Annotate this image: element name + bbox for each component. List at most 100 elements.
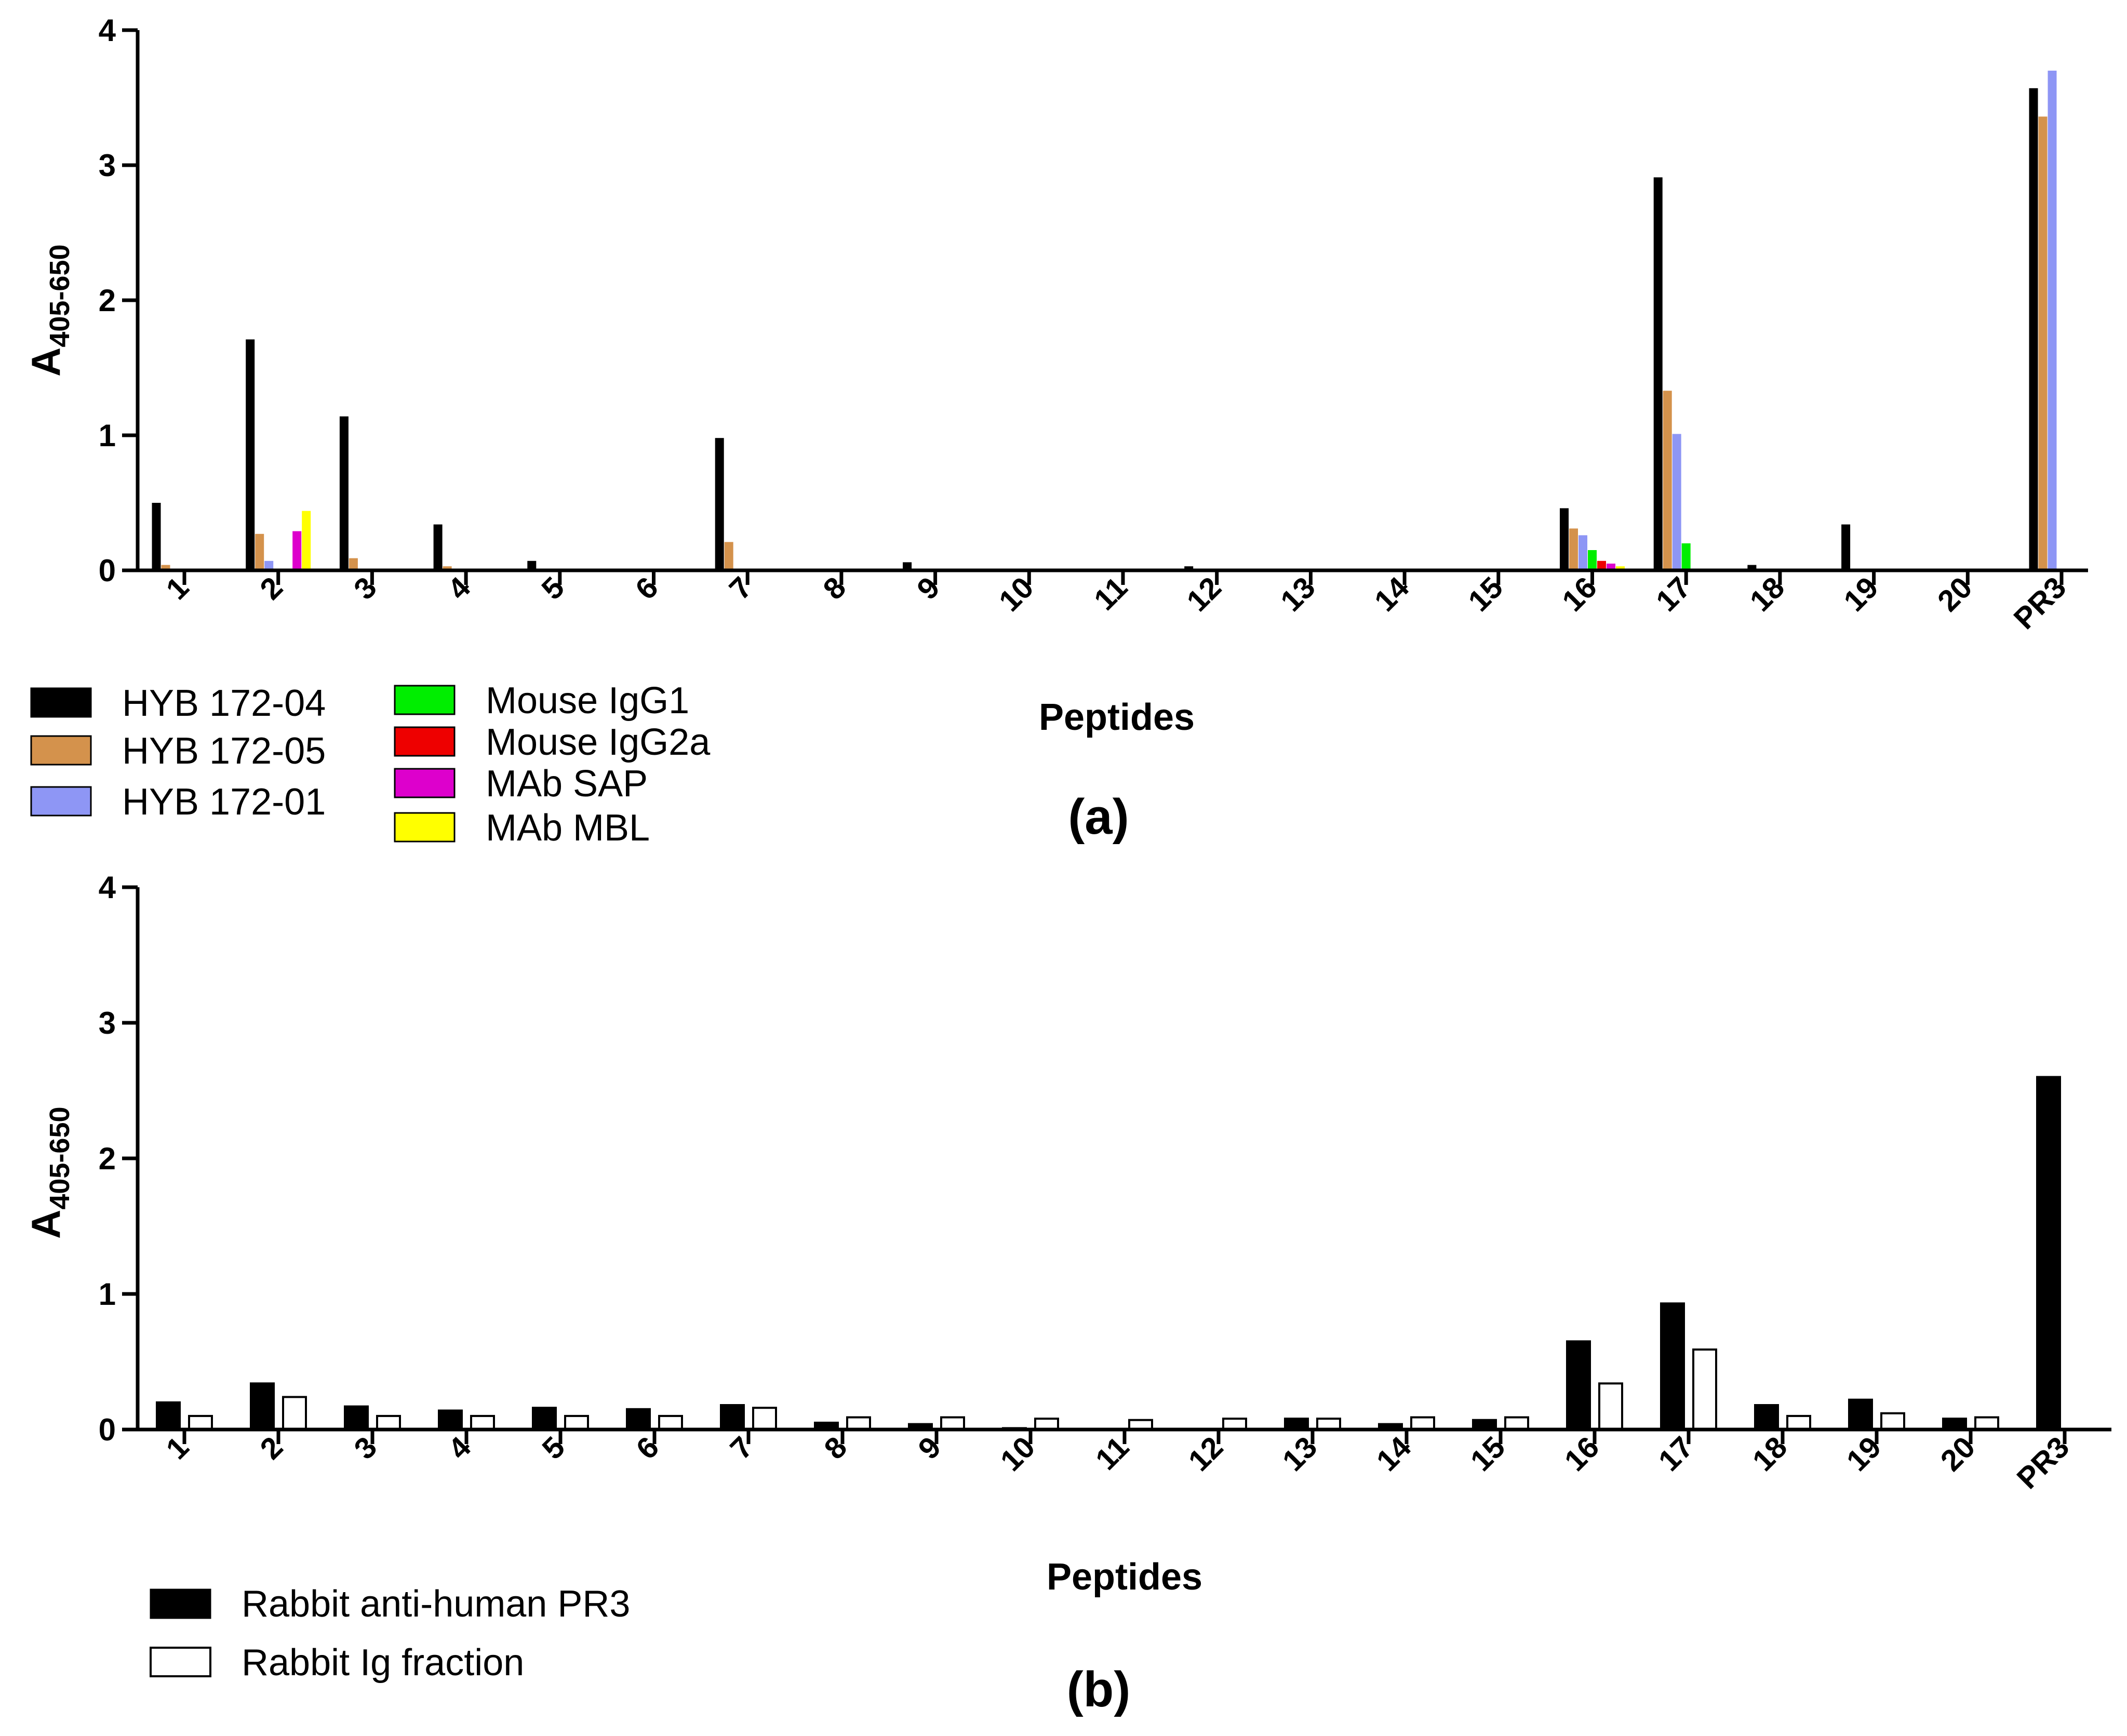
bar-rabbit-anti-human-pr3-18 bbox=[1754, 1404, 1779, 1431]
legend-label-rabbit-ig-fraction: Rabbit Ig fraction bbox=[242, 1642, 524, 1684]
legend-label-mouse-igg1: Mouse IgG1 bbox=[486, 680, 689, 722]
legend-swatch-hyb-172-04 bbox=[30, 687, 92, 718]
panel-b-y-ticks: 0 1 2 3 4 bbox=[99, 870, 138, 1447]
x-tick-label-17: 17 bbox=[1652, 1430, 1700, 1478]
y-tick-label: 1 bbox=[99, 1277, 116, 1312]
bar-hyb-172-05-1 bbox=[161, 565, 170, 570]
x-tick-label-14: 14 bbox=[1370, 1430, 1418, 1478]
bar-rabbit-anti-human-pr3-1 bbox=[156, 1401, 181, 1431]
x-tick-label-4: 4 bbox=[442, 1430, 477, 1466]
legend-swatch-rabbit-anti-human-pr3 bbox=[150, 1588, 211, 1619]
x-tick-label-11: 11 bbox=[1088, 570, 1134, 617]
bar-hyb-172-04-9 bbox=[903, 562, 912, 570]
bar-rabbit-anti-human-pr3-16 bbox=[1566, 1340, 1591, 1431]
bar-rabbit-ig-fraction-16 bbox=[1598, 1382, 1623, 1431]
bar-rabbit-ig-fraction-15 bbox=[1504, 1416, 1529, 1431]
bar-hyb-172-04-7 bbox=[715, 438, 724, 570]
x-tick-label-8: 8 bbox=[817, 570, 852, 606]
bar-rabbit-ig-fraction-3 bbox=[376, 1414, 401, 1431]
bar-mouse-igg2a-16 bbox=[1597, 560, 1606, 570]
y-tick-label: 0 bbox=[99, 553, 116, 588]
y-tick-label: 2 bbox=[99, 1141, 116, 1176]
bar-rabbit-ig-fraction-17 bbox=[1692, 1348, 1717, 1431]
bar-rabbit-anti-human-pr3-4 bbox=[438, 1409, 463, 1431]
bar-rabbit-ig-fraction-18 bbox=[1786, 1414, 1811, 1431]
bar-hyb-172-04-12 bbox=[1184, 566, 1194, 570]
x-tick-label-16: 16 bbox=[1558, 1430, 1606, 1478]
y-tick-label: 2 bbox=[99, 283, 116, 318]
panel-b-y-axis-label-main: A bbox=[23, 1210, 69, 1239]
x-tick-label-8: 8 bbox=[818, 1430, 853, 1466]
x-tick-label-5: 5 bbox=[535, 570, 571, 606]
legend-label-hyb-172-04: HYB 172-04 bbox=[122, 683, 326, 724]
bar-rabbit-anti-human-pr3-6 bbox=[626, 1408, 651, 1431]
bar-rabbit-ig-fraction-2 bbox=[282, 1396, 307, 1431]
panel-b-x-axis-title: Peptides bbox=[1047, 1556, 1202, 1598]
x-tick-label-12: 12 bbox=[1182, 1430, 1230, 1478]
x-tick-label-1: 1 bbox=[159, 570, 195, 606]
bar-hyb-172-01-17 bbox=[1672, 434, 1681, 570]
bar-mab-mbl-16 bbox=[1616, 566, 1625, 570]
panel-b-y-axis-label: A405-650 bbox=[23, 1106, 75, 1239]
x-tick-label-6: 6 bbox=[629, 570, 665, 606]
bar-rabbit-anti-human-pr3-7 bbox=[720, 1404, 745, 1431]
bar-mouse-igg1-17 bbox=[1681, 543, 1691, 570]
bar-hyb-172-04-16 bbox=[1560, 508, 1569, 570]
x-tick-label-2: 2 bbox=[253, 1430, 289, 1466]
y-tick-label: 1 bbox=[99, 418, 116, 453]
panel-b-legend: Rabbit anti-human PR3 Rabbit Ig fraction bbox=[150, 1583, 630, 1684]
bar-hyb-172-04-1 bbox=[152, 503, 161, 570]
x-tick-label-13: 13 bbox=[1276, 1430, 1324, 1478]
bar-rabbit-anti-human-pr3-3 bbox=[344, 1405, 369, 1431]
x-tick-label-20: 20 bbox=[1931, 570, 1979, 618]
x-tick-label-5: 5 bbox=[536, 1430, 571, 1466]
bar-rabbit-ig-fraction-14 bbox=[1410, 1416, 1435, 1431]
panel-b-y-axis-label-sub: 405-650 bbox=[44, 1106, 75, 1209]
bar-rabbit-ig-fraction-7 bbox=[752, 1407, 777, 1431]
bar-hyb-172-04-18 bbox=[1747, 565, 1757, 570]
y-tick-label: 4 bbox=[99, 870, 116, 905]
legend-label-hyb-172-05: HYB 172-05 bbox=[122, 730, 326, 772]
bar-hyb-172-05-16 bbox=[1569, 528, 1578, 570]
bar-rabbit-ig-fraction-6 bbox=[658, 1414, 683, 1431]
bar-mouse-igg1-16 bbox=[1588, 550, 1597, 570]
panel-b-x-ticks: 1 2 3 4 5 6 7 8 9 10 11 12 13 14 15 16 17 18 19 20 PR3 bbox=[159, 1430, 2076, 1495]
legend-swatch-mab-mbl bbox=[394, 812, 456, 843]
bar-hyb-172-04-19 bbox=[1841, 524, 1851, 570]
bar-rabbit-ig-fraction-8 bbox=[846, 1416, 871, 1431]
bar-rabbit-anti-human-pr3-19 bbox=[1848, 1398, 1873, 1431]
x-tick-label-10: 10 bbox=[994, 1430, 1042, 1478]
bar-hyb-172-05-4 bbox=[443, 566, 452, 570]
x-tick-label-7: 7 bbox=[724, 1430, 759, 1466]
x-tick-label-20: 20 bbox=[1934, 1430, 1982, 1478]
x-tick-label-19: 19 bbox=[1837, 570, 1885, 618]
legend-swatch-hyb-172-05 bbox=[30, 735, 92, 766]
bar-hyb-172-05-pr3 bbox=[2038, 116, 2048, 570]
panel-b-label: (b) bbox=[1067, 1662, 1131, 1717]
bar-hyb-172-05-7 bbox=[724, 542, 733, 570]
bar-hyb-172-04-3 bbox=[339, 416, 349, 570]
panel-a-legend: HYB 172-04 HYB 172-05 HYB 172-01 Mouse I… bbox=[30, 680, 711, 849]
legend-swatch-mouse-igg2a bbox=[394, 726, 456, 757]
panel-a-bars bbox=[152, 71, 2057, 571]
bar-rabbit-ig-fraction-1 bbox=[188, 1414, 213, 1431]
x-tick-label-1: 1 bbox=[159, 1430, 195, 1466]
x-tick-label-13: 13 bbox=[1274, 570, 1322, 618]
bar-rabbit-ig-fraction-9 bbox=[940, 1416, 965, 1431]
bar-hyb-172-04-4 bbox=[433, 524, 443, 570]
legend-swatch-rabbit-ig-fraction bbox=[150, 1647, 211, 1677]
bar-rabbit-anti-human-pr3-2 bbox=[250, 1382, 275, 1431]
bar-hyb-172-04-2 bbox=[246, 339, 255, 570]
bar-hyb-172-05-17 bbox=[1663, 391, 1672, 570]
panel-a-y-axis-label: A405-650 bbox=[23, 244, 75, 377]
x-tick-label-12: 12 bbox=[1180, 570, 1228, 618]
bar-hyb-172-05-3 bbox=[349, 558, 358, 570]
panel-a-label: (a) bbox=[1068, 789, 1129, 845]
panel-a-x-axis-title: Peptides bbox=[1039, 697, 1195, 738]
y-tick-label: 0 bbox=[99, 1412, 116, 1447]
legend-swatch-mouse-igg1 bbox=[394, 685, 456, 715]
x-tick-label-7: 7 bbox=[723, 570, 759, 606]
legend-label-hyb-172-01: HYB 172-01 bbox=[122, 781, 326, 823]
